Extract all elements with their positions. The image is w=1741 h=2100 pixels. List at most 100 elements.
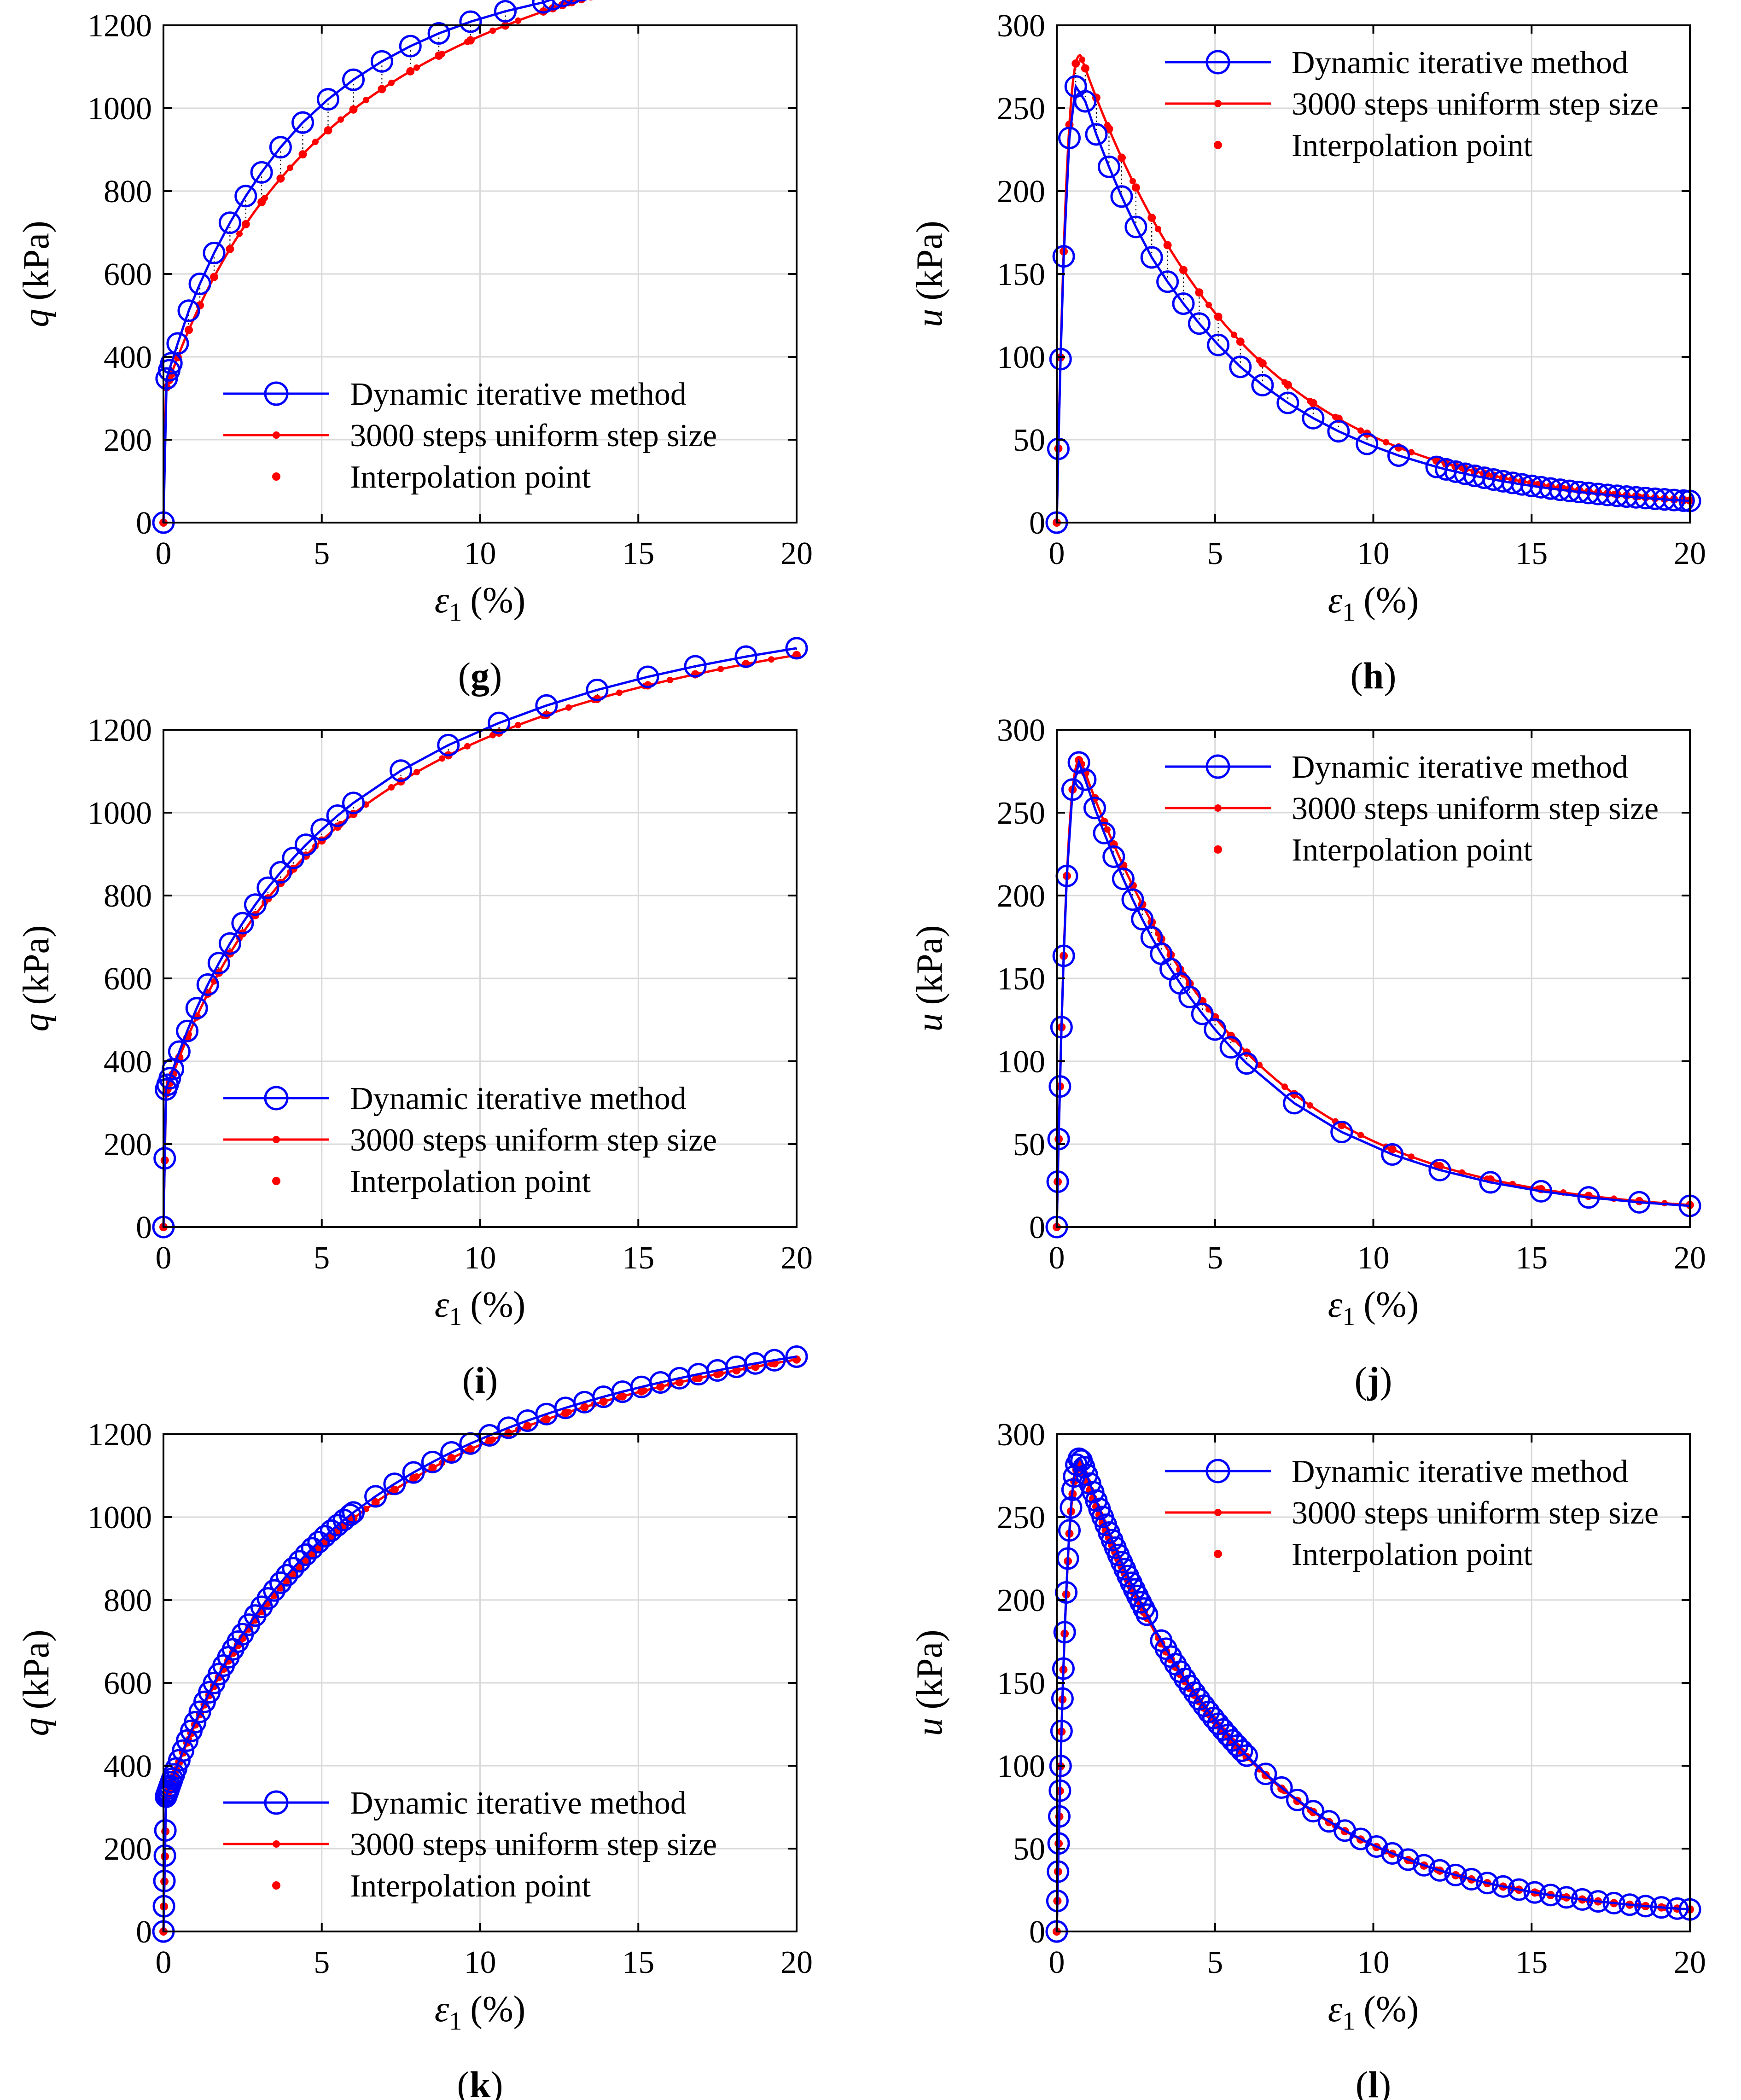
interpolation-point [1283,380,1292,389]
legend-label: Dynamic iterative method [1292,1454,1628,1489]
dynamic-marker [1178,985,1201,1008]
y-axis-symbol: u [909,1013,950,1032]
series-uniform-step-line [1055,758,1690,1227]
caption-letter: l [1368,2064,1379,2100]
dynamic-marker [437,733,460,756]
dynamic-marker [1270,1776,1293,1799]
interpolation-point [485,1437,494,1445]
legend-dynamic-marker [1205,50,1230,75]
y-tick-label: 1200 [87,8,152,44]
dynamic-marker [185,997,208,1020]
uniform-step-point [515,17,521,24]
legend-interp-dot [1214,141,1222,149]
dynamic-marker [1460,1867,1483,1891]
y-axis-unit: (kPa) [909,221,950,300]
uniform-step-point [439,755,445,762]
x-tick-label: 20 [780,1240,813,1276]
x-tick-label: 10 [1357,1945,1390,1980]
dynamic-marker [1444,1863,1467,1886]
dynamic-marker [1663,489,1686,512]
y-axis-unit: (kPa) [909,1629,950,1709]
y-tick-label: 250 [997,91,1045,127]
legend-label: Interpolation point [350,460,591,495]
dynamic-marker [269,1571,292,1594]
uniform-step-point [1307,1102,1313,1109]
legend-label: Interpolation point [350,1868,591,1904]
dynamic-marker [1381,1842,1404,1865]
interpolation-point [185,326,193,334]
legend-label: 3000 steps uniform step size [1292,791,1659,826]
caption-open: ( [1355,1359,1367,1401]
interpolation-point [656,1382,665,1391]
dynamic-marker [244,893,267,916]
y-axis-symbol: q [16,1718,57,1736]
dynamic-marker [1140,926,1163,949]
y-axis-unit: (kPa) [16,925,57,1005]
x-axis-label: ε1 (%) [1328,580,1419,627]
uniform-step-point [388,784,395,791]
x-axis-label: ε1 (%) [435,1989,525,2036]
legend-label: Dynamic iterative method [1292,45,1628,81]
dynamic-marker [1491,1875,1514,1898]
x-tick-label: 15 [622,536,654,571]
legend: Dynamic iterative method 3000 steps unifo… [223,1786,717,1904]
dynamic-marker [1602,1891,1625,1914]
dynamic-marker [188,273,211,296]
dynamic-marker [1286,1788,1309,1811]
interpolation-point [466,36,475,45]
x-axis-subscript: 1 [449,598,462,627]
dynamic-marker [342,1501,365,1524]
legend-uniform-dot [273,431,280,439]
x-axis-symbol: ε [435,1989,449,2030]
x-axis-label: ε1 (%) [435,1285,525,1331]
dynamic-marker [1387,444,1410,467]
caption-close: ) [489,655,502,697]
dynamic-marker [1047,437,1070,460]
panel-caption: (h) [1350,655,1396,697]
dynamic-marker [1672,489,1695,512]
dynamic-marker [1140,246,1163,269]
x-axis-unit: (%) [470,1285,525,1325]
series-dynamic-markers [1045,751,1701,1239]
dynamic-marker [184,1711,207,1734]
dynamic-marker [1058,1519,1081,1542]
interpolation-point [349,105,358,114]
dynamic-marker [1653,488,1676,511]
dynamic-marker [1235,1744,1258,1767]
dynamic-marker [1188,312,1211,335]
dynamic-marker [1056,1547,1079,1570]
dynamic-marker [1135,1603,1159,1626]
interpolation-point [1071,59,1080,68]
uniform-step-point [413,64,420,71]
dynamic-marker [1666,1897,1689,1920]
y-tick-label: 0 [1029,1914,1045,1950]
dynamic-marker [250,161,273,184]
interpolation-point [409,1474,418,1483]
dynamic-marker [1047,1128,1070,1151]
legend-dynamic-marker [264,1790,289,1815]
interpolation-point [257,198,266,206]
x-tick-label: 20 [1674,536,1706,571]
y-tick-label: 250 [997,1500,1045,1536]
legend-label: Interpolation point [350,1164,591,1199]
dynamic-marker [1219,1036,1242,1059]
y-tick-label: 1200 [87,1417,152,1453]
dynamic-marker [402,1461,425,1484]
y-axis-unit: (kPa) [16,1629,57,1709]
interpolation-point [1117,153,1126,162]
uniform-step-point [1383,439,1389,446]
dynamic-marker [1428,1158,1451,1181]
x-tick-label: 5 [314,1240,330,1276]
interpolation-point [542,1415,551,1424]
x-axis-symbol: ε [435,580,449,621]
interpolation-point [1388,1145,1397,1154]
x-tick-label: 20 [780,536,813,571]
caption-letter: j [1367,1359,1380,1401]
y-tick-label: 800 [104,174,152,209]
dynamic-marker [1523,1881,1546,1904]
y-tick-label: 600 [104,961,152,997]
dynamic-marker [399,35,422,58]
legend-dynamic-marker [264,1086,289,1111]
y-tick-label: 150 [997,257,1045,292]
dynamic-marker [256,1587,279,1610]
